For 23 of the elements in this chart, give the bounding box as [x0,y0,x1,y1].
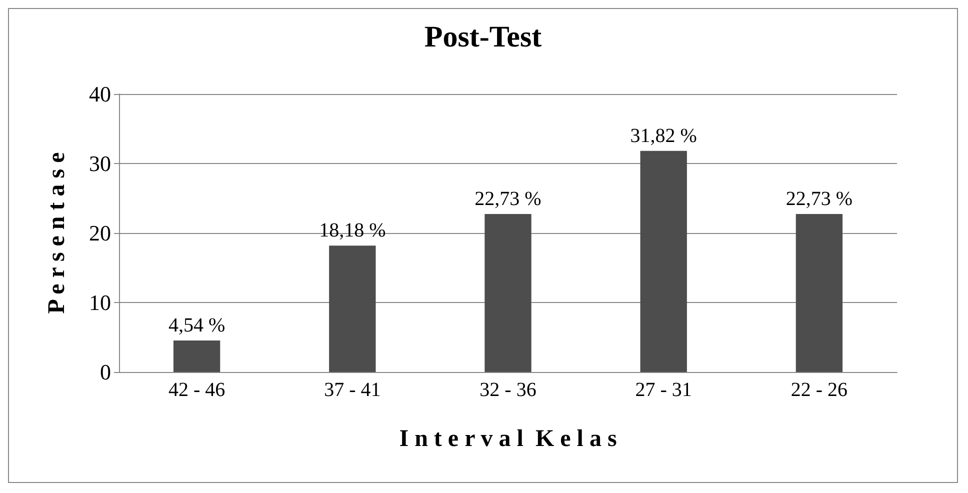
x-tick-label: 32 - 36 [480,379,536,401]
bar [796,214,843,372]
y-axis-title: P e r s e n t a s e [44,152,70,314]
data-label: 22,73 % [786,188,853,210]
y-tick-label: 20 [89,220,111,246]
x-tick-label: 22 - 26 [790,379,848,401]
y-tick-label: 10 [89,290,111,315]
bar [173,340,220,372]
bar [329,246,376,372]
bar [640,150,687,372]
x-tick-label: 27 - 31 [635,379,692,401]
x-axis-title: I n t e r v a l K e l a s [399,426,617,452]
data-label: 31,82 % [630,124,697,147]
bar [484,214,532,372]
chart-title: Post-Test [424,20,542,54]
x-tick-label: 42 - 46 [168,379,226,401]
y-tick-label: 0 [100,360,111,384]
data-label: 22,73 % [474,188,542,210]
y-tick-label: 40 [89,82,111,106]
data-label: 18,18 % [319,220,386,242]
data-label: 4,54 % [168,314,226,336]
x-tick-label: 37 - 41 [324,379,381,401]
y-tick-label: 30 [89,151,111,176]
